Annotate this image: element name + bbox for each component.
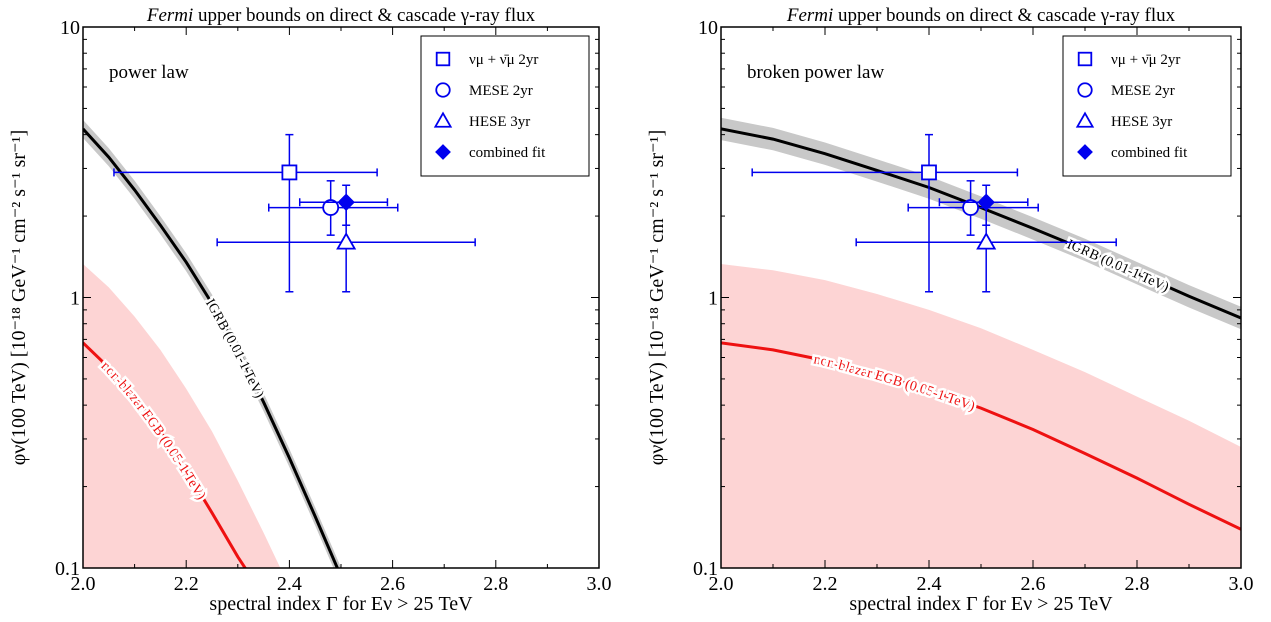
y-tick-label: 0.1 [55,558,80,580]
circle-marker [322,199,340,216]
panel-label: broken power law [747,62,884,83]
chart-panel-1: IGRB (0.01-1 TeV)non-blazar EGB (0.05-1 … [8,5,612,615]
x-tick-label: 2.4 [277,573,302,595]
y-axis-label: φν(100 TeV) [10⁻¹⁸ GeV⁻¹ cm⁻² s⁻¹ sr⁻¹] [8,130,30,466]
x-tick-label: 2.6 [380,573,405,595]
x-tick-label: 2.2 [813,573,838,595]
diamond-marker [337,193,355,211]
legend-entry: HESE 3yr [1075,111,1172,130]
igrb-line [83,127,339,568]
legend-label: combined fit [469,145,546,161]
diamond-marker [435,144,451,160]
x-axis-label: spectral index Γ for Eν > 25 TeV [209,593,473,615]
data-point-circle [907,180,1039,236]
data-point-square [113,133,378,293]
y-tick-label: 1 [708,288,718,310]
triangle-marker [976,231,997,250]
data-point-square [751,133,1019,293]
circle-marker [962,199,979,216]
egb-line [721,341,1241,531]
y-tick-label: 10 [60,17,80,39]
legend-label: HESE 3yr [1111,114,1172,130]
egb-line [83,341,247,568]
y-axis-label: φν(100 TeV) [10⁻¹⁸ GeV⁻¹ cm⁻² s⁻¹ sr⁻¹] [646,130,668,466]
legend-label: νμ + ν̄μ 2yr [1111,52,1180,68]
chart-title: Fermi upper bounds on direct & cascade γ… [146,5,536,26]
egb-band [83,264,281,568]
x-tick-label: 3.0 [587,573,612,595]
x-tick-label: 2.4 [917,573,942,595]
chart-title-italic: Fermi [146,5,193,26]
legend-label: MESE 2yr [1111,83,1175,99]
legend-entry: combined fit [1077,144,1188,161]
igrb-curve-label: IGRB (0.01-1 TeV) [1065,237,1172,295]
legend: νμ + ν̄μ 2yr MESE 2yr HESE 3yr combined fit [420,35,590,177]
square-marker [435,51,451,67]
plot-area [721,117,1241,568]
x-tick-label: 2.6 [1021,573,1046,595]
y-tick-label: 1 [70,288,80,310]
y-tick-label: 10 [698,17,718,39]
igrb-curve-label-path: IGRB (0.01-1 TeV) [1062,235,1174,298]
legend-label: MESE 2yr [469,83,533,99]
chart-title-rest: upper bounds on direct & cascade γ-ray f… [193,5,535,26]
square-marker [281,164,298,181]
circle-marker [1077,82,1093,98]
legend-entry: MESE 2yr [1077,82,1175,99]
data-point-diamond [938,184,1029,226]
chart-title: Fermi upper bounds on direct & cascade γ… [786,5,1176,26]
chart-title-italic: Fermi [786,5,833,26]
legend-entry: combined fit [435,144,546,161]
diamond-marker [977,193,995,211]
panel-label: power law [109,62,189,83]
data-point-diamond [298,184,389,226]
diamond-marker [1077,144,1093,160]
square-marker [1077,51,1093,67]
chart-title-rest: upper bounds on direct & cascade γ-ray f… [833,5,1175,26]
igrb-band [83,119,341,568]
x-tick-label: 2.8 [1125,573,1150,595]
legend-label: combined fit [1111,145,1188,161]
triangle-marker [433,111,453,128]
x-tick-label: 2.2 [174,573,199,595]
triangle-marker [336,231,357,250]
plot-area [83,119,341,568]
legend-entry: MESE 2yr [435,82,533,99]
legend-label: HESE 3yr [469,114,530,130]
x-tick-label: 2.0 [709,573,734,595]
triangle-marker [1075,111,1095,128]
legend-entry: νμ + ν̄μ 2yr [1077,51,1180,68]
legend-entry: HESE 3yr [433,111,530,130]
x-tick-label: 3.0 [1229,573,1254,595]
legend-label: νμ + ν̄μ 2yr [469,52,538,68]
y-tick-label: 0.1 [693,558,718,580]
x-tick-label: 2.0 [71,573,96,595]
legend-entry: νμ + ν̄μ 2yr [435,51,538,68]
circle-marker [435,82,451,98]
data-point-circle [268,180,399,236]
chart-panel-2: IGRB (0.01-1 TeV)non-blazar EGB (0.05-1 … [646,5,1254,615]
x-tick-label: 2.8 [483,573,508,595]
igrb-curve-label-path: IGRB (0.01-1 TeV) [200,294,269,403]
data-point-triangle [855,206,1117,293]
igrb-curve-label: IGRB (0.01-1 TeV) [202,297,266,401]
x-axis-label: spectral index Γ for Eν > 25 TeV [849,593,1113,615]
legend: νμ + ν̄μ 2yr MESE 2yr HESE 3yr combined fit [1062,35,1232,177]
square-marker [921,164,937,181]
igrb-band [721,117,1241,330]
egb-band [721,264,1241,568]
